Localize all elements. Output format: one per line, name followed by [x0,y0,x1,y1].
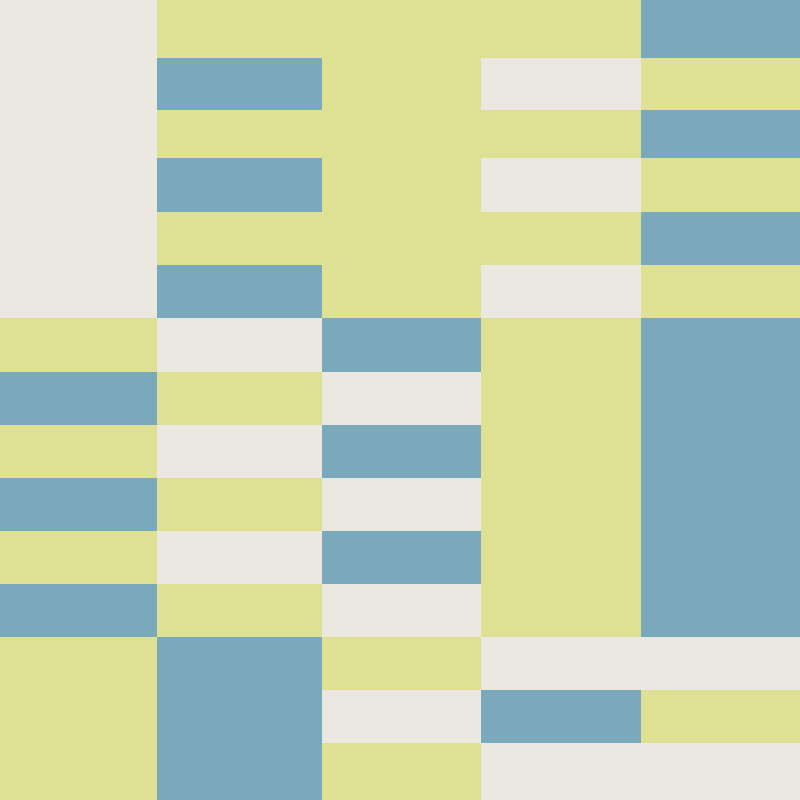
col1-band-1-yellow [0,318,158,373]
col5-band-4-yellow [641,158,800,213]
col5-band-1-blue [641,0,800,59]
col2-band-3-yellow [157,110,323,159]
col3-band-7-yellow [322,637,482,691]
col2-band-8-yellow [157,372,323,426]
col4-band-8-blue [481,690,642,744]
col4-band-1-yellow [481,0,642,59]
col2-bottom-blue-panel [157,637,323,800]
col4-band-6-cream [481,265,642,319]
col4-band-9-cream [481,743,642,800]
col4-band-2-cream [481,58,642,111]
col3-band-2-cream [322,372,482,426]
col2-band-1-yellow [157,0,323,59]
col3-band-8-cream [322,690,482,744]
col5-band-8-yellow [641,690,800,744]
col1-band-6-blue [0,584,158,638]
col5-mid-blue-panel [641,318,800,638]
col4-mid-yellow-panel [481,318,642,638]
col1-top-cream-panel [0,0,158,319]
col5-band-5-blue [641,212,800,266]
col2-band-4-blue [157,158,323,213]
col4-band-5-yellow [481,212,642,266]
col5-band-6-yellow [641,265,800,319]
col1-band-4-blue [0,478,158,532]
col3-band-5-blue [322,531,482,585]
col1-band-3-yellow [0,425,158,479]
col4-band-7-cream [481,637,642,691]
col5-band-3-blue [641,110,800,159]
col4-band-3-yellow [481,110,642,159]
col5-band-9-cream [641,743,800,800]
col3-band-4-cream [322,478,482,532]
col1-band-5-yellow [0,531,158,585]
col3-band-6-cream [322,584,482,638]
col3-band-3-blue [322,425,482,479]
col3-top-yellow-panel [322,0,482,319]
col5-band-7-cream [641,637,800,691]
col2-band-12-yellow [157,584,323,638]
col2-band-5-yellow [157,212,323,266]
col1-bottom-yellow-panel [0,637,158,800]
col2-band-6-blue [157,265,323,319]
col2-band-11-cream [157,531,323,585]
col4-band-4-cream [481,158,642,213]
col1-band-2-blue [0,372,158,426]
col3-band-9-yellow [322,743,482,800]
col2-band-10-yellow [157,478,323,532]
col2-band-9-cream [157,425,323,479]
col3-band-1-blue [322,318,482,373]
col2-band-7-cream [157,318,323,373]
col5-band-2-yellow [641,58,800,111]
col2-band-2-blue [157,58,323,111]
